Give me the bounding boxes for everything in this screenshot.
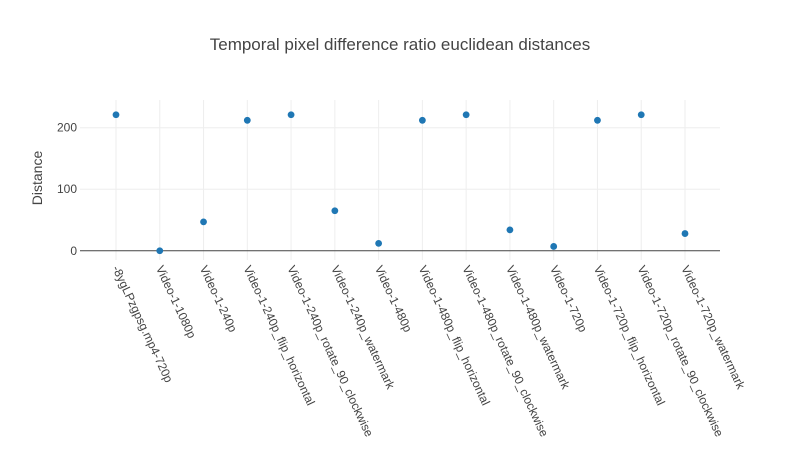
chart-title: Temporal pixel difference ratio euclidea… — [210, 35, 591, 54]
data-point[interactable] — [287, 111, 295, 119]
y-tick-label: 100 — [57, 182, 77, 196]
axes: 0100200-8ygLPzgpsg.mp4-720pVideo-1-1080p… — [57, 121, 748, 440]
data-point[interactable] — [462, 111, 470, 119]
x-tick-label: Video-1-480p_rotate_90_clockwise — [459, 263, 551, 439]
x-tick-label: Video-1-480p — [372, 263, 415, 334]
data-point[interactable] — [243, 116, 251, 124]
x-tick-label: Video-1-720p_rotate_90_clockwise — [635, 263, 727, 439]
data-point[interactable] — [331, 207, 339, 215]
data-point[interactable] — [550, 243, 558, 250]
data-point[interactable] — [594, 116, 601, 124]
x-tick-label: Video-1-240p_rotate_90_clockwise — [284, 263, 376, 439]
y-tick-label: 200 — [57, 121, 77, 135]
data-point[interactable] — [637, 111, 645, 119]
data-point[interactable] — [506, 226, 514, 234]
x-tick-label: Video-1-240p — [197, 263, 240, 334]
data-point[interactable] — [112, 111, 120, 119]
x-tick-label: Video-1-720p — [547, 263, 590, 334]
x-tick-label: Video-1-1080p — [153, 263, 199, 340]
data-point[interactable] — [200, 218, 207, 226]
y-axis-label: Distance — [29, 151, 45, 206]
data-point[interactable] — [418, 116, 426, 124]
data-point[interactable] — [681, 230, 689, 237]
data-point[interactable] — [375, 239, 383, 247]
y-tick-label: 0 — [70, 244, 77, 258]
gridlines — [80, 100, 720, 260]
data-points — [112, 111, 689, 255]
data-point[interactable] — [156, 247, 164, 255]
